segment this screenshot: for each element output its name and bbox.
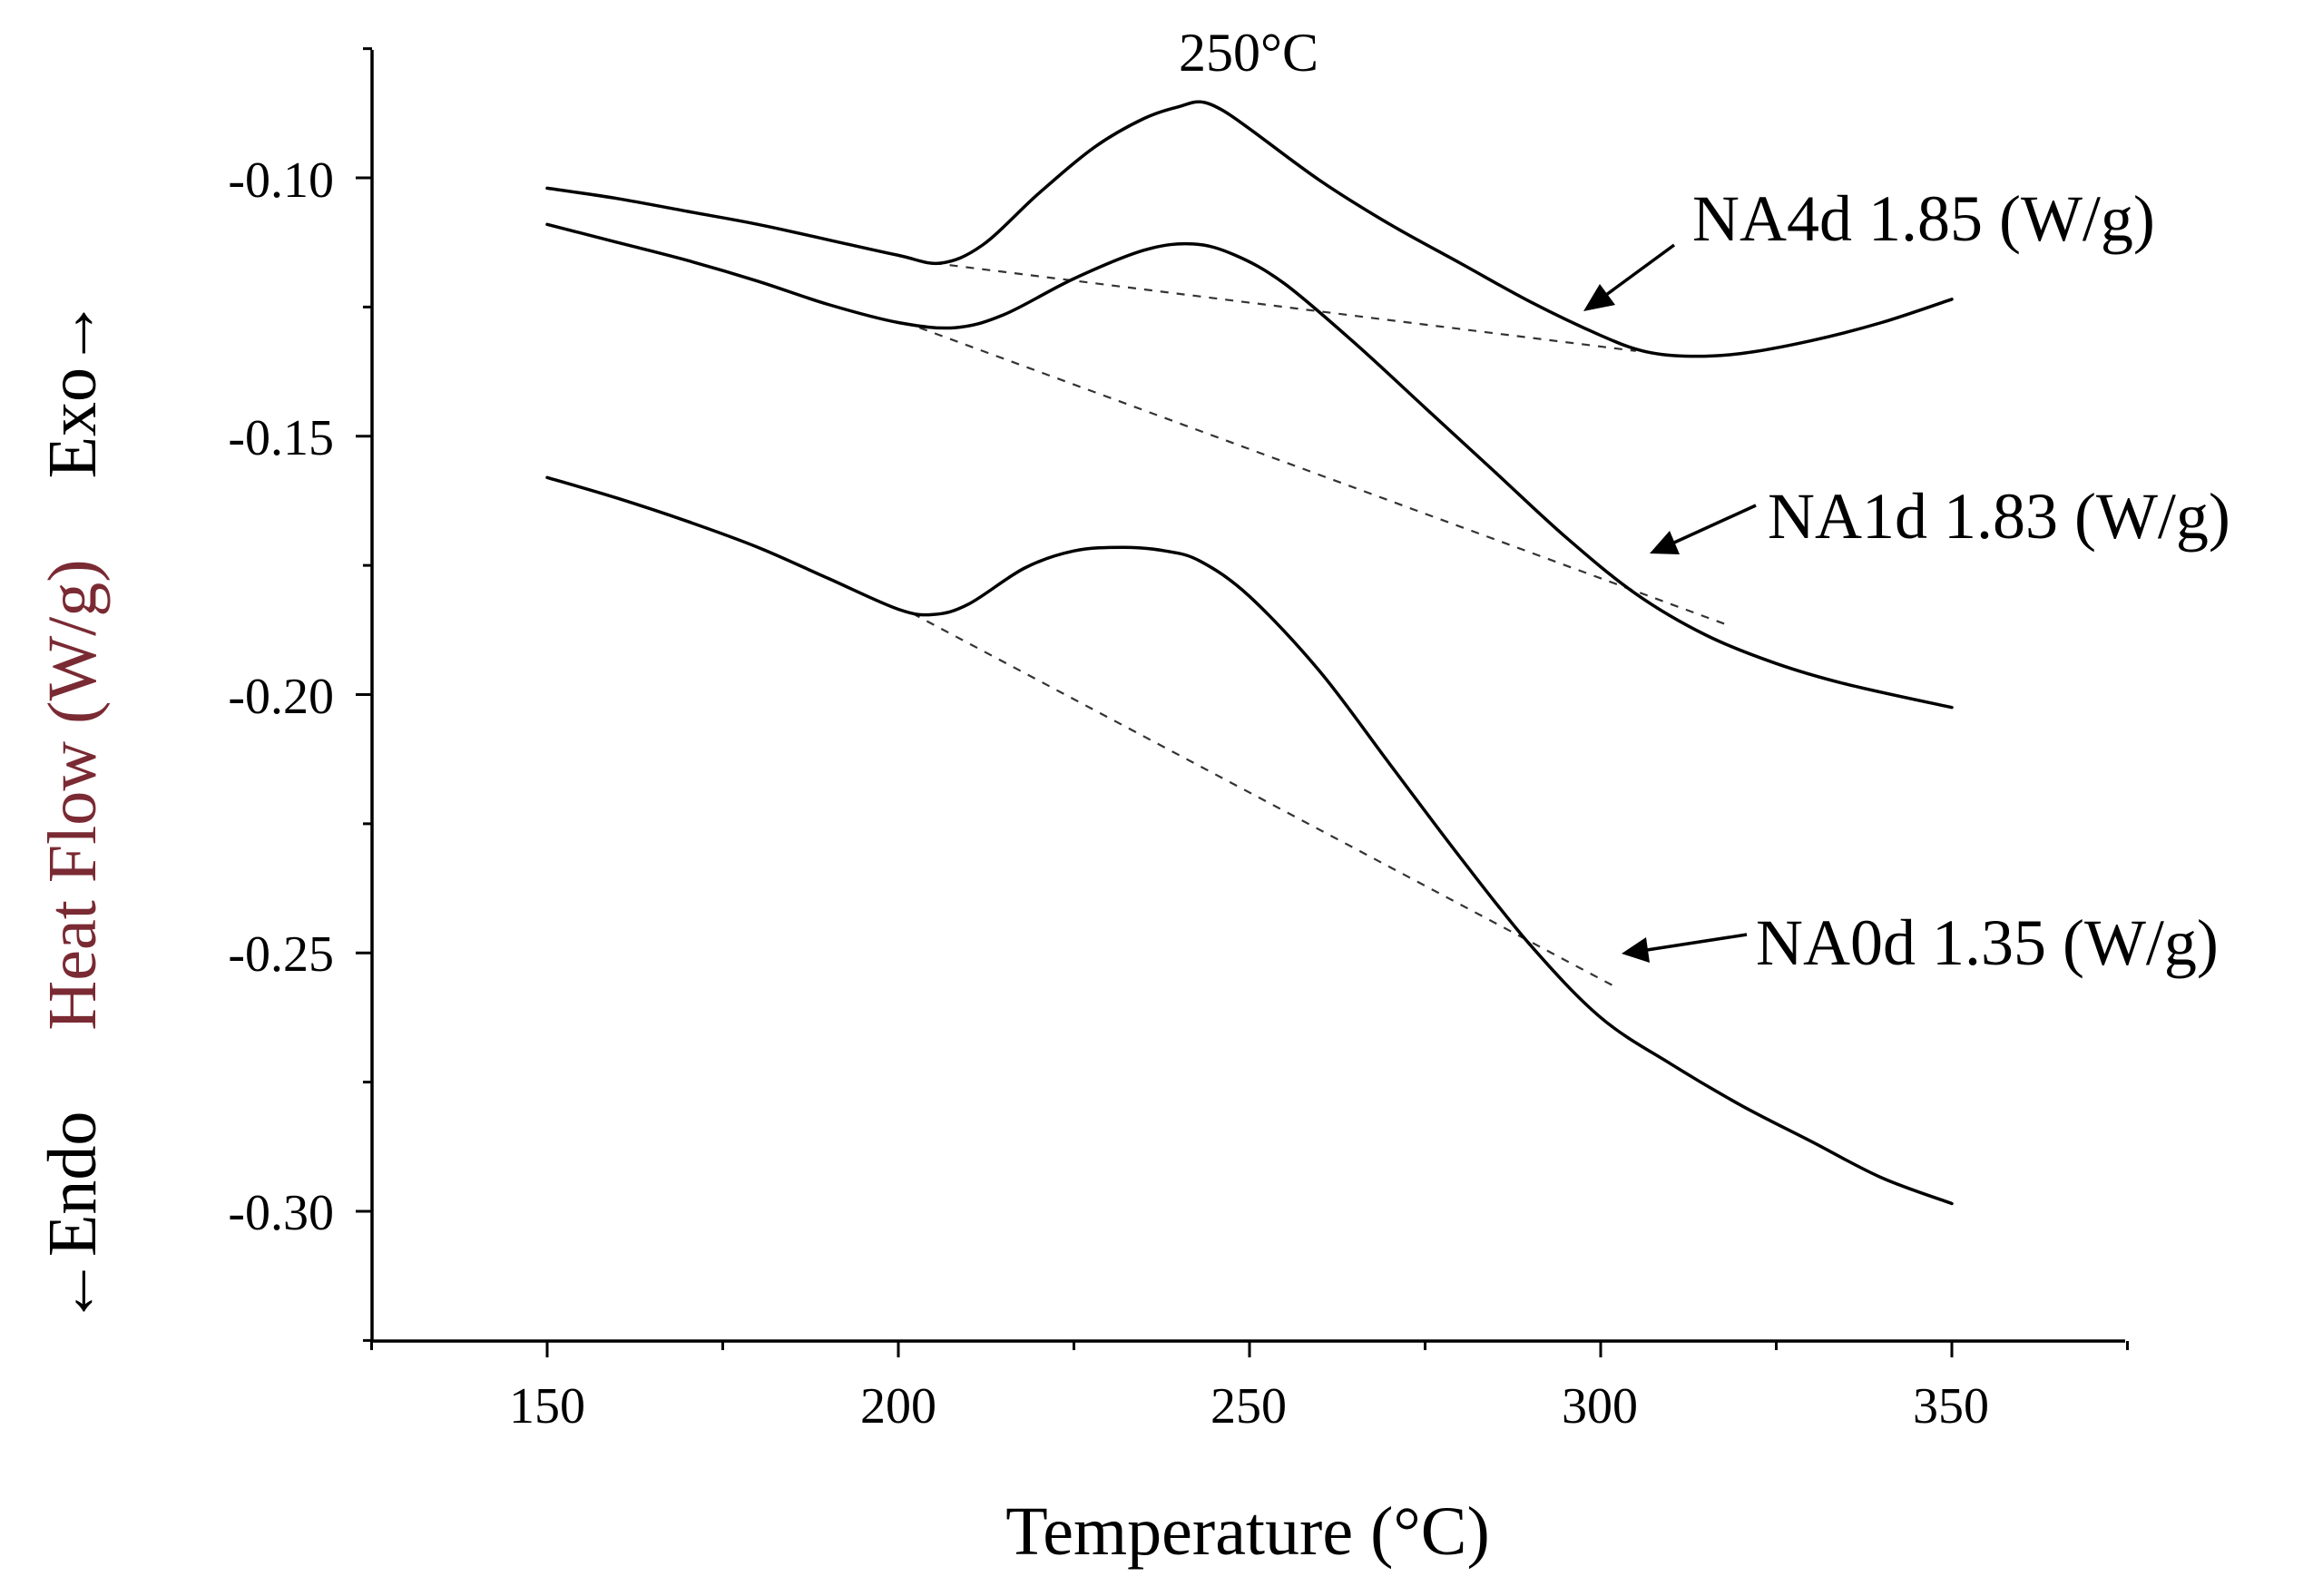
y-tick-label: -0.25 — [228, 926, 334, 983]
y-tick-labels: -0.30 -0.25 -0.20 -0.15 -0.10 — [228, 152, 334, 1241]
annotation-na1d: NA1d 1.83 (W/g) — [1650, 480, 2230, 554]
x-tick-label: 250 — [1210, 1378, 1287, 1434]
y-tick-label: -0.15 — [228, 410, 334, 466]
annotation-label-na4d: NA4d 1.85 (W/g) — [1692, 182, 2155, 255]
na0d-baseline — [911, 612, 1615, 988]
y-tick-label: -0.10 — [228, 152, 334, 209]
x-tick-label: 200 — [860, 1378, 936, 1434]
x-tick-label: 150 — [509, 1378, 585, 1434]
x-axis-title: Temperature (°C) — [1005, 1493, 1490, 1570]
na4d-baseline — [933, 261, 1636, 352]
annotation-arrow-na4d — [1604, 243, 1676, 297]
peak-temperature-label: 250°C — [1179, 23, 1318, 83]
series-line-na0d — [545, 475, 1954, 1206]
annotation-arrow-na0d — [1646, 933, 1748, 952]
x-tick-labels: 150 200 250 300 350 — [509, 1378, 1989, 1434]
x-tick-label: 300 — [1562, 1378, 1638, 1434]
arrow-head-icon — [1622, 937, 1650, 963]
series-lines — [545, 100, 1954, 1206]
annotation-label-na0d: NA0d 1.35 (W/g) — [1756, 906, 2219, 979]
integration-baselines — [911, 261, 1728, 988]
annotation-arrow-na1d — [1673, 504, 1757, 544]
y-axis-title-exo: Exo→ — [34, 299, 111, 478]
x-tick-label: 350 — [1913, 1378, 1989, 1434]
series-line-na4d — [545, 100, 1954, 358]
axis-ticks — [356, 47, 2129, 1357]
series-line-na1d — [545, 222, 1954, 710]
annotation-na4d: NA4d 1.85 (W/g) — [1583, 182, 2155, 311]
annotation-na0d: NA0d 1.35 (W/g) — [1622, 906, 2219, 979]
arrow-head-icon — [1583, 284, 1615, 311]
arrow-head-icon — [1650, 531, 1680, 554]
annotation-label-na1d: NA1d 1.83 (W/g) — [1768, 480, 2230, 553]
y-tick-label: -0.20 — [228, 669, 334, 725]
y-axis-title: ←Endo Heat Flow (W/g) Exo→ — [34, 299, 111, 1326]
y-tick-label: -0.30 — [228, 1185, 334, 1241]
y-axis-title-main: Heat Flow (W/g) — [34, 559, 111, 1030]
y-axis-title-endo: ←Endo — [34, 1111, 111, 1326]
na1d-baseline — [918, 327, 1728, 626]
svg-text:←Endo Heat Flow (W/g): ←Endo Heat Flow (W/g) Exo→ — [34, 299, 111, 1326]
